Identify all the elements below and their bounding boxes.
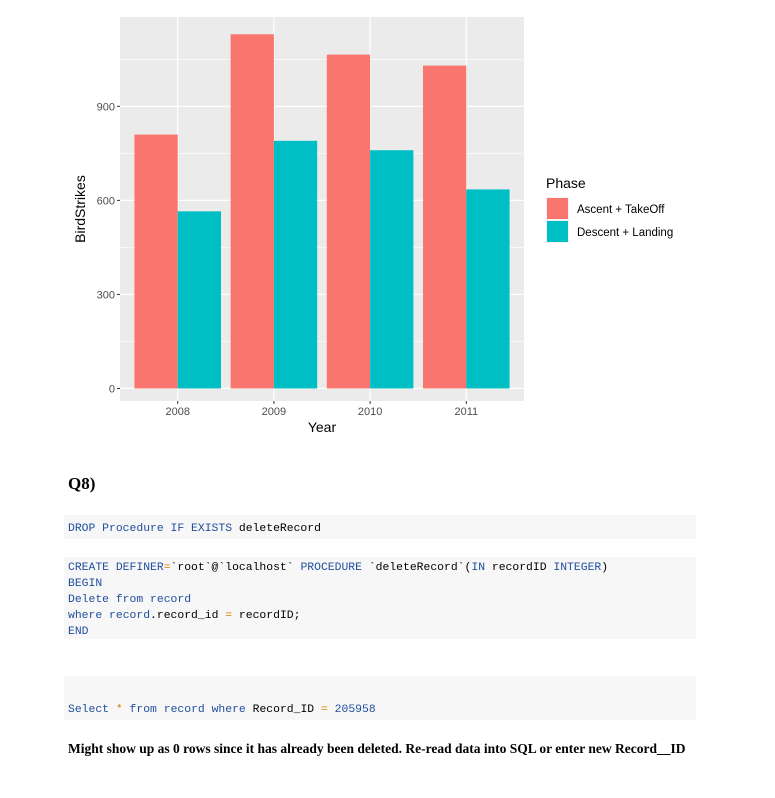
y-tick-label: 300 bbox=[97, 289, 115, 301]
x-axis-ticks: 2008 2009 2010 2011 bbox=[165, 401, 478, 418]
y-tick-label: 900 bbox=[97, 101, 115, 113]
note-paragraph: Might show up as 0 rows since it has alr… bbox=[68, 741, 686, 756]
y-tick-label: 0 bbox=[109, 383, 115, 395]
code-block-create: CREATE DEFINER=`root`@`localhost` PROCED… bbox=[64, 557, 696, 639]
code-number: 205958 bbox=[334, 704, 376, 716]
code-keyword: CREATE DEFINER bbox=[68, 562, 164, 574]
code-paren: ) bbox=[601, 562, 609, 574]
code-identifier: deleteRecord bbox=[232, 523, 321, 535]
code-keyword: INTEGER bbox=[553, 562, 602, 574]
code-keyword: where bbox=[68, 610, 103, 622]
bar bbox=[177, 211, 221, 389]
code-block-drop: DROP Procedure IF EXISTS deleteRecord bbox=[64, 515, 696, 539]
code-keyword: from bbox=[129, 704, 157, 716]
code-keyword: PROCEDURE bbox=[300, 562, 362, 574]
x-tick-label: 2009 bbox=[262, 406, 286, 418]
legend-title: Phase bbox=[546, 175, 586, 191]
code-operator: = bbox=[225, 610, 233, 622]
code-keyword: Delete from bbox=[68, 594, 144, 606]
y-axis-label: BirdStrikes bbox=[72, 175, 88, 243]
code-keyword: Select bbox=[68, 704, 110, 716]
bird-strikes-chart: 0 300 600 900 2008 2009 2010 2011 Year BirdStr… bbox=[72, 17, 673, 435]
question-title: Q8) bbox=[68, 474, 96, 493]
x-tick-label: 2008 bbox=[165, 406, 189, 418]
code-operator: = bbox=[163, 562, 171, 574]
x-tick-label: 2011 bbox=[454, 406, 478, 418]
bars bbox=[134, 34, 510, 389]
legend-label: Descent + Landing bbox=[577, 227, 673, 239]
code-keyword: where bbox=[211, 704, 246, 716]
code-table: record bbox=[163, 704, 205, 716]
code-keyword: BEGIN bbox=[68, 578, 103, 590]
y-axis-ticks: 0 300 600 900 bbox=[97, 101, 120, 395]
code-keyword: END bbox=[68, 626, 89, 638]
code-definer: `root`@`localhost` bbox=[170, 562, 294, 574]
code-identifier: Record_ID bbox=[245, 704, 321, 716]
code-identifier: recordID; bbox=[232, 610, 301, 622]
code-operator: * bbox=[115, 704, 123, 716]
code-identifier: recordID bbox=[485, 562, 554, 574]
bar bbox=[230, 34, 274, 389]
x-axis-label: Year bbox=[308, 419, 337, 435]
code-table: record bbox=[150, 594, 192, 606]
x-tick-label: 2010 bbox=[358, 406, 382, 418]
legend-label: Ascent + TakeOff bbox=[577, 204, 665, 216]
legend-swatch bbox=[547, 221, 568, 242]
code-block-select: Select * from record where Record_ID = 2… bbox=[64, 676, 696, 720]
bar bbox=[273, 140, 318, 389]
legend-swatch bbox=[547, 198, 568, 219]
code-paren: ( bbox=[464, 562, 472, 574]
bar bbox=[423, 65, 467, 389]
bar bbox=[134, 134, 178, 389]
code-keyword: IN bbox=[471, 562, 486, 574]
bar bbox=[466, 189, 510, 389]
code-table: record bbox=[109, 610, 151, 622]
bar bbox=[370, 150, 414, 389]
legend: Ascent + TakeOff Descent + Landing bbox=[546, 197, 673, 243]
code-keyword: DROP Procedure IF EXISTS bbox=[68, 523, 233, 535]
code-operator: = bbox=[320, 704, 328, 716]
code-identifier: `deleteRecord` bbox=[368, 562, 465, 574]
code-identifier: .record_id bbox=[150, 610, 226, 622]
bar bbox=[326, 54, 371, 389]
y-tick-label: 600 bbox=[97, 195, 115, 207]
